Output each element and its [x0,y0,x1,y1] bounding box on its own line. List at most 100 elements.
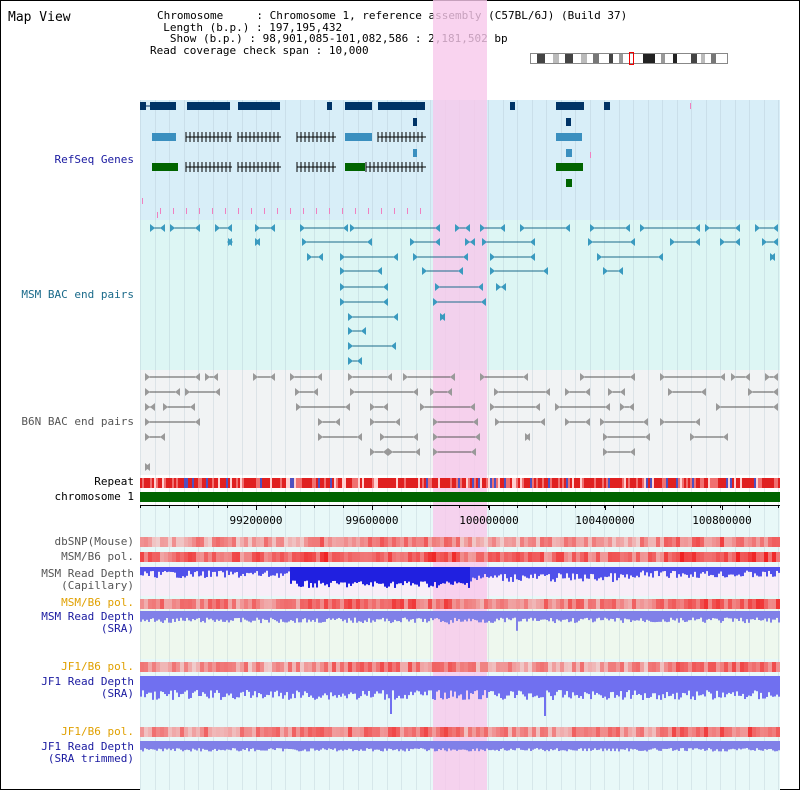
b6n-bac-end[interactable] [185,388,190,396]
b6n-bac-end[interactable] [175,388,180,396]
msm-bac-end[interactable] [640,224,645,232]
msm-bac-end[interactable] [490,253,495,261]
b6n-bac-end[interactable] [630,373,635,381]
msm-bac-end[interactable] [318,253,323,261]
msm-bac-end[interactable] [422,267,427,275]
b6n-bac-end[interactable] [270,373,275,381]
b6n-bac-end[interactable] [145,388,150,396]
b6n-bac-end[interactable] [535,403,540,411]
b6n-bac-end[interactable] [701,388,706,396]
track-label-dbsnp[interactable]: dbSNP(Mouse) [54,535,134,548]
b6n-bac-end[interactable] [370,403,375,411]
b6n-bac-end[interactable] [470,403,475,411]
msm-bac-end[interactable] [340,298,345,306]
b6n-bac-end[interactable] [450,373,455,381]
b6n-bac-end[interactable] [620,388,625,396]
track-label-refseq[interactable]: RefSeq Genes [54,153,134,166]
b6n-bac-end[interactable] [387,373,392,381]
msm-bac-end[interactable] [603,267,608,275]
b6n-bac-end[interactable] [668,388,673,396]
b6n-bac-end[interactable] [629,403,634,411]
msm-bac-end[interactable] [470,238,475,246]
b6n-bac-end[interactable] [765,373,770,381]
b6n-bac-end[interactable] [296,403,301,411]
chromosome-ideogram[interactable] [530,52,728,65]
b6n-bac-end[interactable] [565,388,570,396]
b6n-bac-end[interactable] [145,418,150,426]
msm-bac-end[interactable] [762,238,767,246]
refseq-gene-block[interactable] [556,133,582,141]
b6n-bac-end[interactable] [473,418,478,426]
refseq-gene-block[interactable] [345,102,372,110]
chromosome-bar[interactable] [140,492,780,502]
refseq-gene-block[interactable] [378,102,425,110]
b6n-bac-end[interactable] [413,433,418,441]
b6n-bac-end[interactable] [523,373,528,381]
msm-bac-end[interactable] [458,267,463,275]
track-label-repeat[interactable]: Repeat [94,475,134,488]
msm-bac-end[interactable] [755,224,760,232]
refseq-gene-block[interactable] [152,163,178,171]
track-label-msm-bac[interactable]: MSM BAC end pairs [21,288,134,301]
b6n-bac-end[interactable] [471,448,476,456]
b6n-bac-end[interactable] [585,388,590,396]
b6n-bac-end[interactable] [565,418,570,426]
b6n-bac-end[interactable] [290,373,295,381]
msm-bac-end[interactable] [565,224,570,232]
track-label-jf1-b6-pol-1[interactable]: JF1/B6 pol. [61,660,134,673]
refseq-gene-block[interactable] [413,149,417,157]
b6n-bac-end[interactable] [430,388,435,396]
msm-bac-end[interactable] [170,224,175,232]
refseq-gene-block[interactable] [327,102,332,110]
refseq-gene-block[interactable] [604,102,610,110]
track-label-msm-read-depth-sra[interactable]: MSM Read Depth (SRA) [41,610,134,635]
msm-bac-end[interactable] [543,267,548,275]
msm-bac-end[interactable] [773,224,778,232]
msm-bac-end[interactable] [530,238,535,246]
msm-bac-end[interactable] [501,283,506,291]
msm-bac-end[interactable] [393,253,398,261]
b6n-bac-end[interactable] [403,373,408,381]
b6n-bac-end[interactable] [190,403,195,411]
msm-bac-end[interactable] [597,253,602,261]
b6n-bac-end[interactable] [495,418,500,426]
msm-bac-end[interactable] [705,224,710,232]
b6n-bac-end[interactable] [163,403,168,411]
msm-bac-end[interactable] [630,238,635,246]
msm-bac-end[interactable] [307,253,312,261]
refseq-gene-block[interactable] [345,163,365,171]
b6n-bac-end[interactable] [145,433,150,441]
b6n-bac-end[interactable] [160,433,165,441]
b6n-bac-end[interactable] [433,433,438,441]
msm-bac-end[interactable] [227,224,232,232]
msm-bac-end[interactable] [160,224,165,232]
b6n-bac-end[interactable] [748,388,753,396]
msm-bac-end[interactable] [490,267,495,275]
refseq-gene-block[interactable] [345,133,372,141]
msm-bac-end[interactable] [413,253,418,261]
track-label-msm-b6-pol-2[interactable]: MSM/B6 pol. [61,596,134,609]
b6n-bac-end[interactable] [731,373,736,381]
b6n-bac-end[interactable] [494,388,499,396]
b6n-bac-end[interactable] [383,403,388,411]
b6n-bac-end[interactable] [475,433,480,441]
msm-bac-end[interactable] [481,298,486,306]
msm-bac-end[interactable] [590,224,595,232]
msm-bac-end[interactable] [255,224,260,232]
b6n-bac-end[interactable] [433,448,438,456]
refseq-gene-block[interactable] [510,102,515,110]
msm-bac-end[interactable] [588,238,593,246]
b6n-bac-end[interactable] [370,448,375,456]
b6n-bac-end[interactable] [205,373,210,381]
track-label-jf1-b6-pol-2[interactable]: JF1/B6 pol. [61,725,134,738]
msm-bac-end[interactable] [520,224,525,232]
msm-bac-end[interactable] [383,298,388,306]
refseq-gene-block[interactable] [187,102,230,110]
b6n-bac-end[interactable] [585,418,590,426]
b6n-bac-end[interactable] [555,403,560,411]
msm-bac-end[interactable] [670,238,675,246]
b6n-bac-end[interactable] [773,403,778,411]
b6n-bac-end[interactable] [195,418,200,426]
b6n-bac-end[interactable] [480,373,485,381]
b6n-bac-end[interactable] [773,373,778,381]
